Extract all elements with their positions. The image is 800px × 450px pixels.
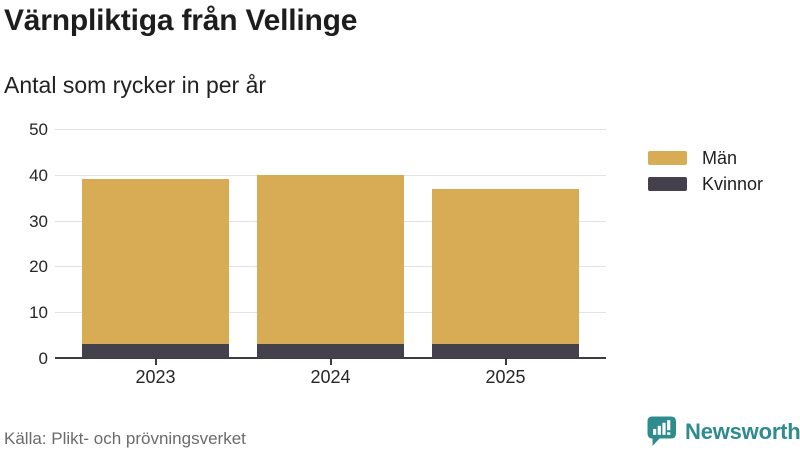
legend: Män Kvinnor — [648, 145, 763, 197]
y-axis-label: 10 — [29, 303, 48, 323]
chart-title: Värnpliktiga från Vellinge — [4, 4, 358, 37]
legend-label: Kvinnor — [702, 173, 764, 194]
bar-segment-kvinnor — [257, 344, 404, 358]
newsworthy-icon — [647, 416, 676, 446]
legend-item-kvinnor: Kvinnor — [648, 171, 763, 197]
legend-swatch — [648, 151, 687, 165]
x-axis-tick — [504, 359, 507, 365]
gridline — [55, 129, 606, 130]
legend-item-män: Män — [648, 145, 763, 171]
source-note: Källa: Plikt- och prövningsverket — [4, 429, 246, 448]
bar-segment-män — [432, 188, 579, 345]
y-axis-label: 30 — [29, 211, 48, 231]
bar-segment-män — [257, 174, 404, 345]
chart-subtitle: Antal som rycker in per år — [4, 72, 267, 98]
x-axis-label: 2024 — [310, 367, 351, 387]
x-axis-tick — [154, 359, 157, 365]
legend-label: Män — [702, 147, 738, 168]
legend-swatch — [648, 177, 687, 191]
y-axis-label: 20 — [29, 257, 48, 277]
bar-segment-kvinnor — [432, 344, 579, 358]
y-axis-label: 50 — [29, 120, 48, 139]
bar-segment-kvinnor — [82, 344, 229, 358]
x-axis-line — [55, 357, 606, 359]
newsworthy-logo-link[interactable]: Newsworthy — [645, 415, 800, 448]
y-axis-label: 0 — [38, 349, 48, 368]
x-axis-label: 2025 — [485, 367, 526, 387]
x-axis-label: 2023 — [135, 367, 176, 387]
y-axis-label: 40 — [29, 165, 48, 185]
bar-segment-män — [82, 179, 229, 345]
x-axis-tick — [329, 359, 332, 365]
newsworthy-wordmark: Newsworthy — [685, 418, 800, 444]
